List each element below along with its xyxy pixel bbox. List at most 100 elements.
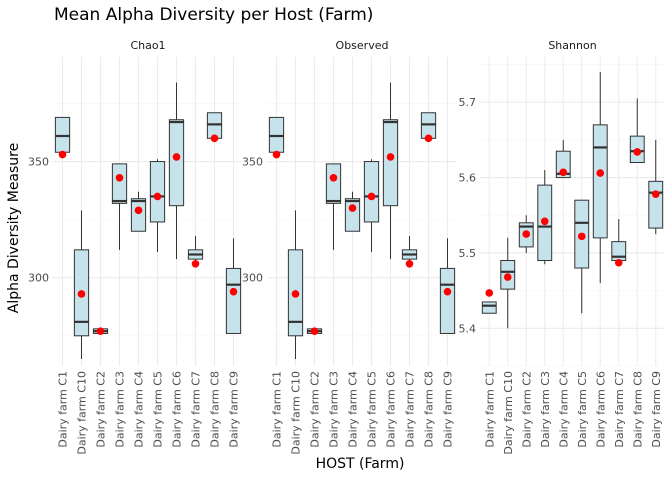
- x-tick-label: Dairy farm C9: [650, 371, 663, 448]
- mean-point: [443, 287, 452, 296]
- boxplot-dairy-farm-c4: [555, 139, 571, 179]
- facet-panel-chao1: Chao1 300 350 Dairy farm C1 Dairy farm C10 Da…: [28, 39, 243, 455]
- y-tick-label: 300: [28, 272, 49, 285]
- facet-strip-label: Shannon: [548, 39, 596, 52]
- mean-point: [485, 289, 494, 297]
- mean-point: [77, 290, 86, 298]
- boxplot-dairy-farm-c8: [420, 112, 437, 143]
- x-tick-label: Dairy farm C7: [190, 371, 203, 448]
- x-tick-label: Dairy farm C6: [594, 371, 607, 448]
- boxplot-dairy-farm-c2: [92, 327, 109, 335]
- box-iqr: [168, 119, 185, 207]
- mean-point: [291, 290, 300, 298]
- mean-point: [503, 273, 512, 281]
- facet-panel-shannon: Shannon 5.4 5.5 5.6 5.7 Dairy farm C1 Dairy fa…: [459, 39, 665, 455]
- boxplot-dairy-farm-c7: [611, 219, 627, 267]
- x-tick-label: Dairy farm C6: [385, 371, 398, 448]
- facet-strip-label: Observed: [336, 39, 389, 52]
- boxplot-dairy-farm-c3: [325, 163, 342, 250]
- x-tick-label: Dairy farm C10: [290, 371, 303, 455]
- x-tick-label: Dairy farm C5: [576, 371, 589, 448]
- boxplot-dairy-farm-c9: [225, 238, 242, 334]
- box-iqr: [130, 198, 147, 232]
- mean-point: [191, 259, 200, 268]
- x-tick-label: Dairy farm C1: [57, 371, 70, 448]
- mean-point: [559, 168, 568, 177]
- facet-panels: Chao1 300 350 Dairy farm C1 Dairy farm C10 Da…: [28, 39, 665, 455]
- mean-point: [386, 153, 395, 161]
- boxplot-dairy-farm-c5: [149, 159, 166, 253]
- x-tick-label: Dairy farm C9: [228, 371, 241, 448]
- boxplot-dairy-farm-c5: [574, 199, 590, 314]
- boxplot-dairy-farm-c6: [592, 72, 608, 284]
- x-tick-label: Dairy farm C5: [366, 371, 379, 448]
- boxplot-dairy-farm-c8: [629, 98, 645, 164]
- x-tick-label: Dairy farm C7: [613, 371, 626, 448]
- boxplot-dairy-farm-c5: [363, 159, 380, 253]
- mean-point: [405, 259, 414, 268]
- x-tick-label: Dairy farm C4: [557, 371, 570, 448]
- box-iqr: [344, 198, 361, 232]
- boxplot-dairy-farm-c4: [344, 191, 361, 232]
- box-iqr: [481, 301, 497, 314]
- boxplot-dairy-farm-c1: [481, 289, 497, 314]
- x-tick-label: Dairy farm C3: [539, 371, 552, 448]
- box-iqr: [382, 119, 399, 207]
- y-tick-label: 350: [28, 156, 49, 169]
- mean-point: [329, 174, 338, 182]
- boxplot-dairy-farm-c9: [648, 139, 664, 235]
- boxplot-dairy-farm-c4: [130, 191, 147, 232]
- mean-point: [614, 258, 623, 267]
- mean-point: [96, 327, 105, 335]
- boxplot-dairy-farm-c2: [518, 215, 534, 253]
- chart-title: Mean Alpha Diversity per Host (Farm): [54, 5, 373, 25]
- box-iqr: [225, 267, 242, 334]
- mean-point: [348, 204, 357, 212]
- x-tick-label: Dairy farm C4: [347, 371, 360, 448]
- box-iqr: [325, 163, 342, 204]
- y-axis-title: Alpha Diversity Measure: [6, 143, 22, 314]
- box-iqr: [206, 112, 223, 139]
- boxplot-dairy-farm-c7: [187, 235, 204, 268]
- boxplot-dairy-farm-c1: [268, 116, 285, 159]
- x-tick-label: Dairy farm C8: [423, 371, 436, 448]
- boxplot-dairy-farm-c6: [168, 82, 185, 260]
- boxplot-dairy-farm-c10: [500, 237, 516, 329]
- mean-point: [172, 153, 181, 161]
- box-iqr: [648, 180, 664, 229]
- mean-point: [210, 134, 219, 143]
- box-iqr: [54, 116, 71, 153]
- x-tick-label: Dairy farm C3: [114, 371, 127, 448]
- x-tick-label: Dairy farm C4: [133, 371, 146, 448]
- facet-strip-label: Chao1: [130, 39, 165, 52]
- box-iqr: [268, 116, 285, 153]
- x-axis-title: HOST (Farm): [316, 456, 405, 472]
- mean-point: [229, 287, 238, 296]
- mean-point: [522, 230, 531, 238]
- mean-point: [651, 190, 660, 198]
- mean-point: [633, 148, 642, 156]
- x-tick-label: Dairy farm C10: [76, 371, 89, 455]
- box-iqr: [420, 112, 437, 139]
- box-iqr: [149, 161, 166, 223]
- x-tick-label: Dairy farm C1: [483, 371, 496, 448]
- x-tick-label: Dairy farm C2: [520, 371, 533, 448]
- mean-point: [310, 327, 319, 335]
- boxplot-dairy-farm-c10: [73, 210, 90, 360]
- mean-point: [272, 150, 281, 159]
- boxplot-dairy-farm-c8: [206, 112, 223, 143]
- x-tick-label: Dairy farm C10: [502, 371, 515, 455]
- boxplot-dairy-farm-c9: [439, 238, 456, 334]
- mean-point: [577, 232, 586, 241]
- boxplot-dairy-farm-c6: [382, 82, 399, 260]
- boxplot-dairy-farm-c3: [537, 170, 553, 265]
- x-tick-label: Dairy farm C6: [171, 371, 184, 448]
- x-tick-label: Dairy farm C2: [95, 371, 108, 448]
- box-iqr: [439, 267, 456, 334]
- boxplot-dairy-farm-c3: [111, 163, 128, 250]
- y-tick-label: 300: [242, 272, 263, 285]
- mean-point: [134, 206, 143, 215]
- mean-point: [424, 134, 433, 143]
- boxplot-dairy-farm-c1: [54, 116, 71, 159]
- boxplot-dairy-farm-c7: [401, 235, 418, 268]
